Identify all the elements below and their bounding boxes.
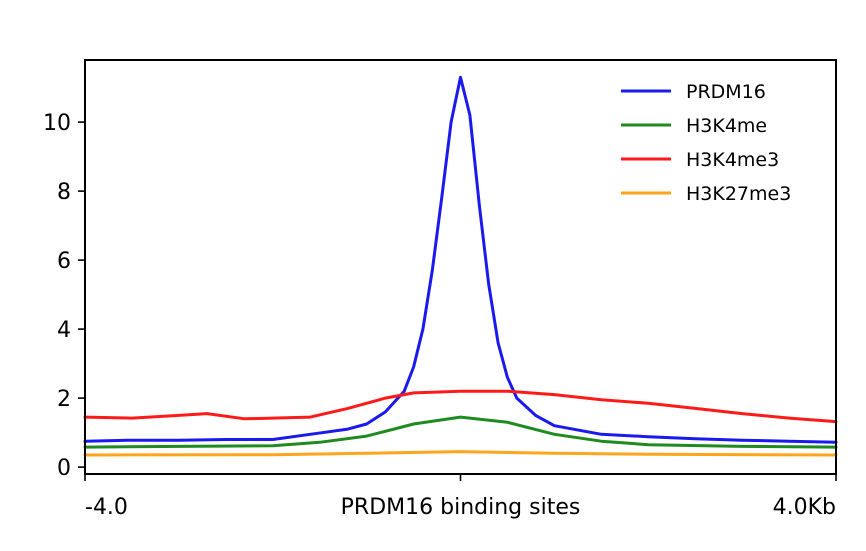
y-tick-label: 6: [57, 249, 71, 274]
series-line-prdm16: [83, 75, 838, 444]
series-line-h3k4me3: [83, 389, 838, 424]
series-layer: [83, 75, 838, 457]
series-line-h3k4me: [83, 415, 838, 449]
axes-layer: 0 2 4 6 8 10 -4.0 PRDM16 binding sites 4.0Kb: [43, 111, 837, 520]
legend: PRDM16 H3K4me H3K4me3 H3K27me3: [621, 81, 791, 205]
series-line-h3k27me3: [83, 450, 838, 457]
x-tick-label: PRDM16 binding sites: [341, 495, 581, 520]
y-tick-label: 0: [57, 456, 71, 481]
y-tick-label: 4: [57, 318, 71, 343]
y-tick-label: 8: [57, 180, 71, 205]
y-tick-label: 2: [57, 387, 71, 412]
y-tick-label: 10: [43, 111, 71, 136]
x-tick-label: -4.0: [85, 495, 128, 520]
x-tick-label: 4.0Kb: [773, 495, 836, 520]
legend-label-h3k27me3: H3K27me3: [686, 183, 791, 205]
legend-label-prdm16: PRDM16: [686, 81, 766, 103]
legend-label-h3k4me: H3K4me: [686, 115, 767, 137]
legend-label-h3k4me3: H3K4me3: [686, 149, 779, 171]
